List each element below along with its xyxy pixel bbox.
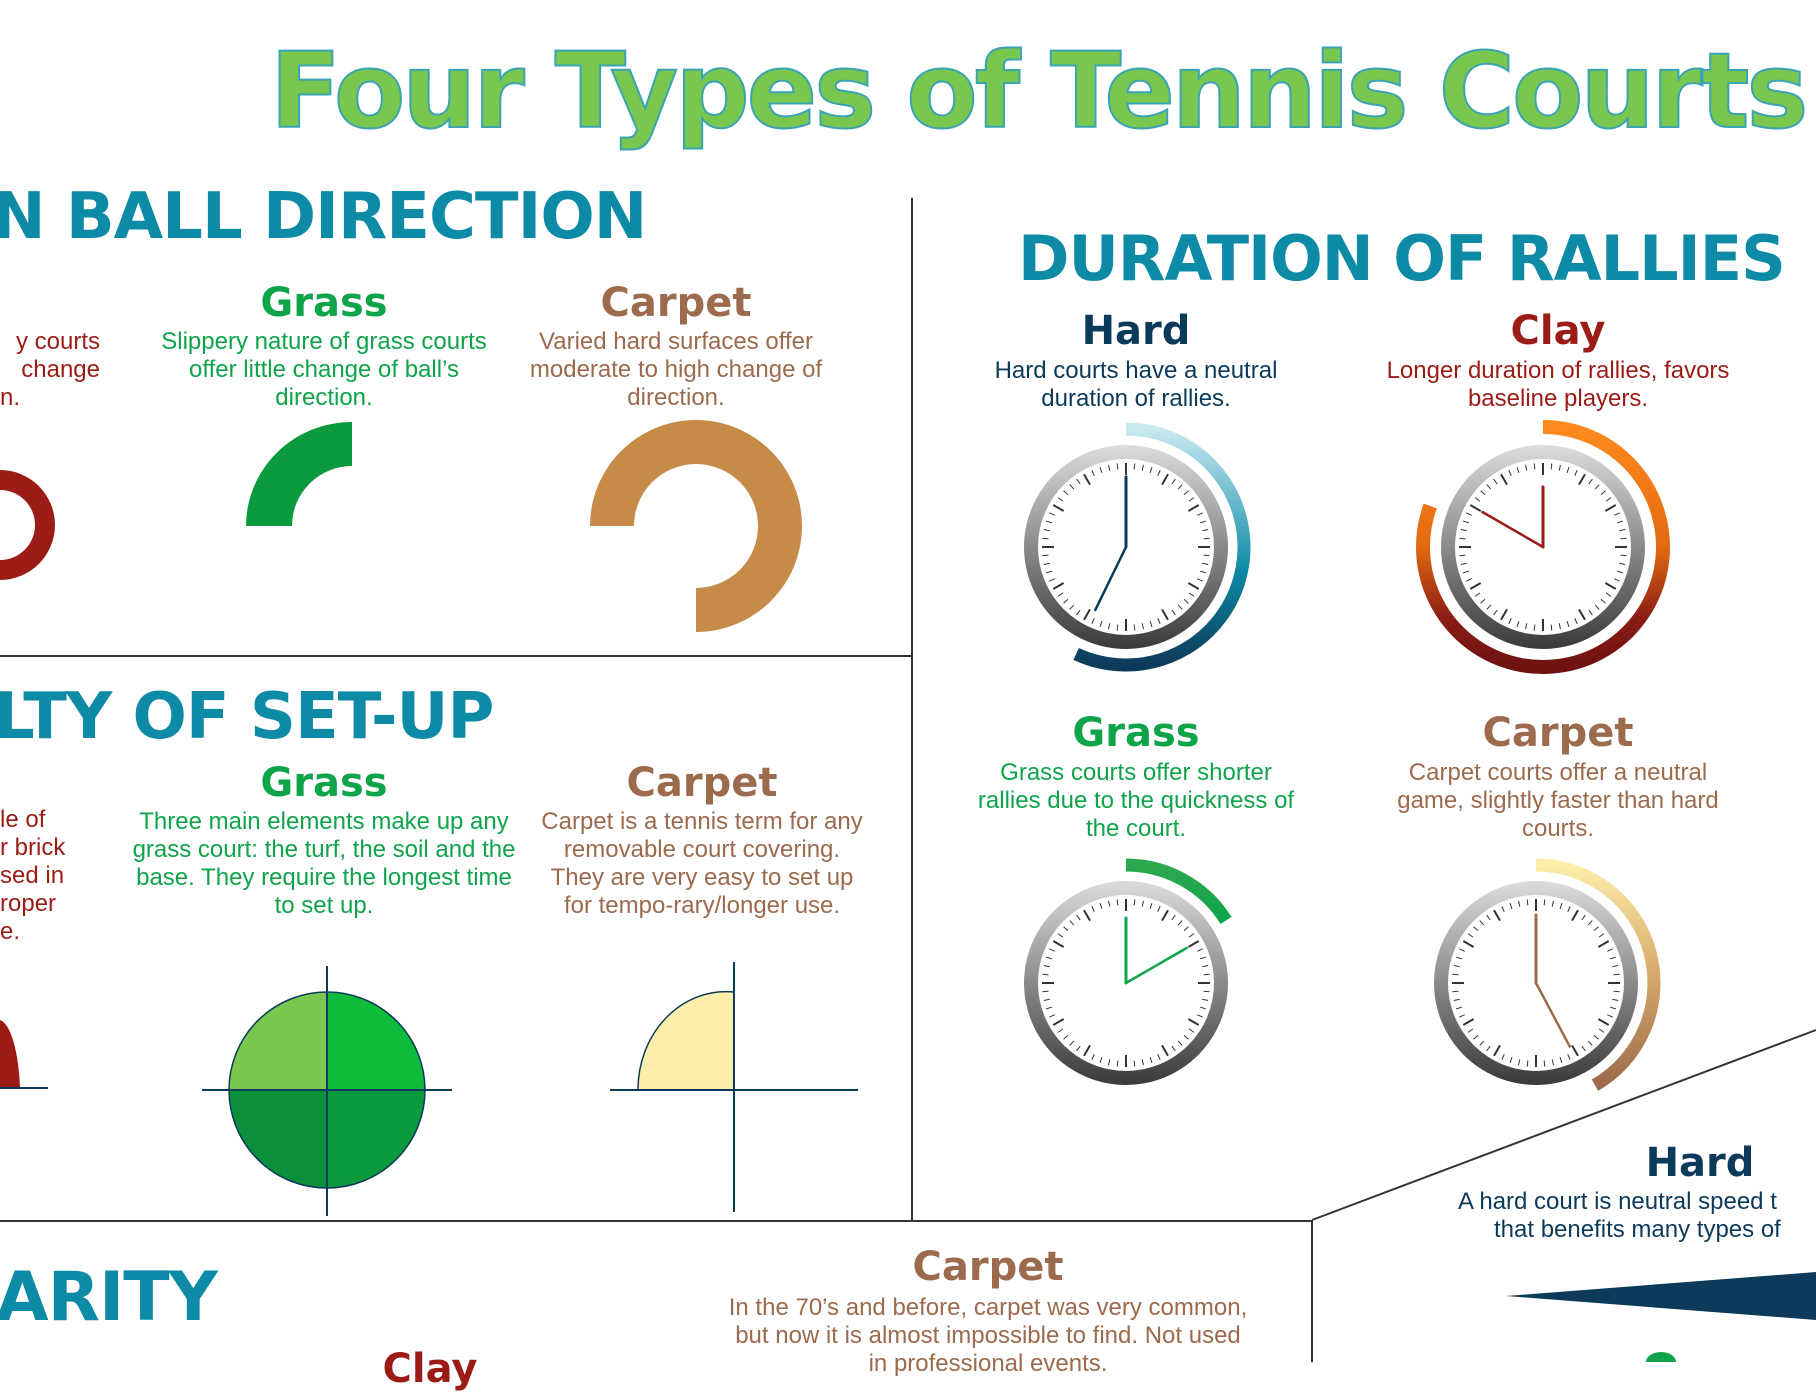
grass-setup-label: Grass	[260, 760, 388, 806]
carpet-setup-chart	[610, 962, 858, 1212]
clay-ball-direction-desc-fragment: y courts change n.	[0, 328, 100, 411]
carpet-ball-direction-desc: Varied hard surfaces offer moderate to h…	[529, 328, 823, 411]
section-heading-ball-direction: N BALL DIRECTION	[0, 180, 647, 254]
carpet-ball-direction-label: Carpet	[600, 280, 752, 326]
clay-ball-direction-arc	[0, 470, 55, 580]
page-title: Four Types of Tennis Courts	[269, 29, 1809, 153]
carpet-rallies-desc: Carpet courts offer a neutral game, slig…	[1397, 759, 1719, 842]
clay-rallies-desc: Longer duration of rallies, favors basel…	[1386, 357, 1730, 412]
hard-rallies-clock	[1024, 422, 1251, 672]
section-heading-setup: LTY OF SET-UP	[0, 680, 494, 754]
carpet-setup-desc: Carpet is a tennis term for any removabl…	[541, 808, 863, 919]
divider-horizontal-bottom	[0, 1220, 1312, 1222]
divider-vertical-bottom	[1311, 1220, 1313, 1362]
divider-horizontal-top-left	[0, 655, 912, 657]
hard-speed-label: Hard	[1645, 1140, 1755, 1186]
grass-ball-direction-label: Grass	[260, 280, 388, 326]
clay-rallies-label: Clay	[1510, 308, 1606, 354]
section-heading-rallies: DURATION OF RALLIES	[1018, 222, 1786, 295]
hard-rallies-label: Hard	[1081, 308, 1191, 354]
carpet-setup-label: Carpet	[626, 760, 778, 806]
clay-rallies-clock	[1416, 420, 1670, 674]
clay-popularity-label-fragment: Clay	[382, 1346, 478, 1392]
hard-speed-desc: A hard court is neutral speed t that ben…	[1458, 1188, 1781, 1243]
hard-rallies-desc: Hard courts have a neutral duration of r…	[994, 357, 1278, 412]
carpet-popularity-desc: In the 70’s and before, carpet was very …	[728, 1294, 1248, 1377]
divider-vertical-main	[911, 198, 913, 1220]
grass-rallies-label: Grass	[1072, 710, 1200, 756]
carpet-ball-direction-arc	[590, 420, 802, 632]
section-heading-popularity: ARITY	[0, 1258, 218, 1337]
grass-rallies-clock	[1024, 858, 1232, 1085]
carpet-rallies-clock	[1434, 858, 1661, 1091]
grass-setup-desc: Three main elements make up any grass co…	[132, 808, 516, 919]
clay-setup-desc-fragment: le of r brick sed in roper e.	[0, 806, 66, 945]
grass-ball-direction-arc	[246, 422, 352, 526]
carpet-popularity-label: Carpet	[912, 1244, 1064, 1290]
grass-ball-direction-desc: Slippery nature of grass courts offer li…	[161, 328, 487, 411]
hard-speed-wedge	[1506, 1272, 1816, 1320]
carpet-rallies-label: Carpet	[1482, 710, 1634, 756]
grass-rallies-desc: Grass courts offer shorter rallies due t…	[977, 759, 1295, 842]
grass-setup-chart	[202, 966, 452, 1216]
clay-setup-chart	[0, 1020, 48, 1089]
grass-speed-marker	[1646, 1352, 1676, 1362]
